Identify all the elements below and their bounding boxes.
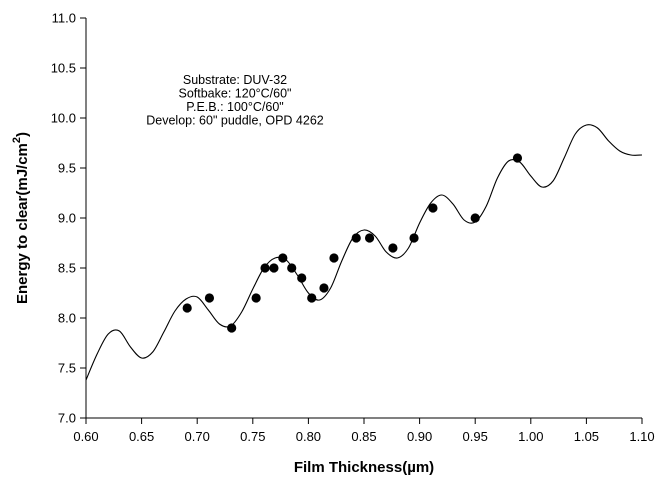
y-tick-label: 11.0	[52, 11, 76, 26]
fit-curve	[85, 124, 643, 381]
data-point	[470, 213, 480, 223]
data-point	[307, 293, 317, 303]
y-tick-label: 8.0	[58, 311, 76, 326]
annotation-line: P.E.B.: 100°C/60"	[186, 100, 283, 114]
data-point	[409, 233, 419, 243]
x-axis-title: Film Thickness(µm)	[294, 459, 434, 476]
data-point	[512, 153, 523, 163]
y-tick-label: 10.0	[51, 111, 76, 126]
x-tick-label: 0.85	[351, 429, 376, 444]
data-point	[269, 263, 279, 273]
x-tick-label: 0.90	[407, 429, 432, 444]
y-tick-label: 10.5	[51, 61, 76, 76]
x-tick-label: 1.10	[629, 429, 654, 444]
annotation-line: Softbake: 120°C/60"	[179, 87, 292, 101]
data-point	[428, 203, 438, 213]
data-point	[297, 273, 307, 283]
y-tick-label: 9.0	[58, 211, 76, 226]
data-point	[227, 323, 237, 333]
x-ticks: 0.60 0.65 0.70 0.75 0.80 0.85 0.90 0.95 1.00 1.05…	[73, 418, 655, 444]
data-point	[278, 253, 288, 263]
fit-curve-layer	[85, 124, 643, 381]
data-point	[364, 233, 375, 243]
y-axis-title-sup: 2	[11, 137, 23, 143]
y-ticks: 7.0 7.5 8.0 8.5 9.0 9.5 10.0 10.5 11.0	[51, 11, 86, 426]
data-point	[182, 303, 192, 313]
y-tick-label: 7.0	[58, 411, 76, 426]
data-point	[351, 233, 361, 243]
x-tick-label: 0.65	[129, 429, 154, 444]
annotation-line: Develop: 60" puddle, OPD 4262	[146, 114, 324, 128]
x-tick-label: 0.75	[240, 429, 265, 444]
data-point	[204, 293, 215, 303]
y-axis-title-main: Energy to clear(mJ/cm	[14, 143, 31, 304]
y-tick-label: 8.5	[58, 261, 76, 276]
data-point	[287, 263, 297, 273]
data-point	[319, 283, 329, 293]
x-tick-label: 1.00	[518, 429, 543, 444]
data-point	[388, 243, 398, 253]
y-tick-label: 9.5	[58, 161, 76, 176]
y-axis-title-close: )	[14, 132, 31, 137]
x-tick-label: 0.80	[296, 429, 321, 444]
data-point	[251, 293, 261, 303]
data-points-layer	[182, 153, 523, 333]
data-point	[260, 263, 270, 273]
y-tick-label: 7.5	[58, 361, 76, 376]
x-tick-label: 0.95	[463, 429, 488, 444]
annotation-line: Substrate: DUV-32	[183, 73, 287, 87]
data-point	[329, 253, 339, 263]
x-tick-label: 1.05	[574, 429, 599, 444]
x-tick-label: 0.60	[73, 429, 98, 444]
plot-frame	[85, 18, 642, 419]
x-tick-label: 0.70	[185, 429, 210, 444]
y-axis-title: Energy to clear(mJ/cm2)	[11, 132, 31, 304]
